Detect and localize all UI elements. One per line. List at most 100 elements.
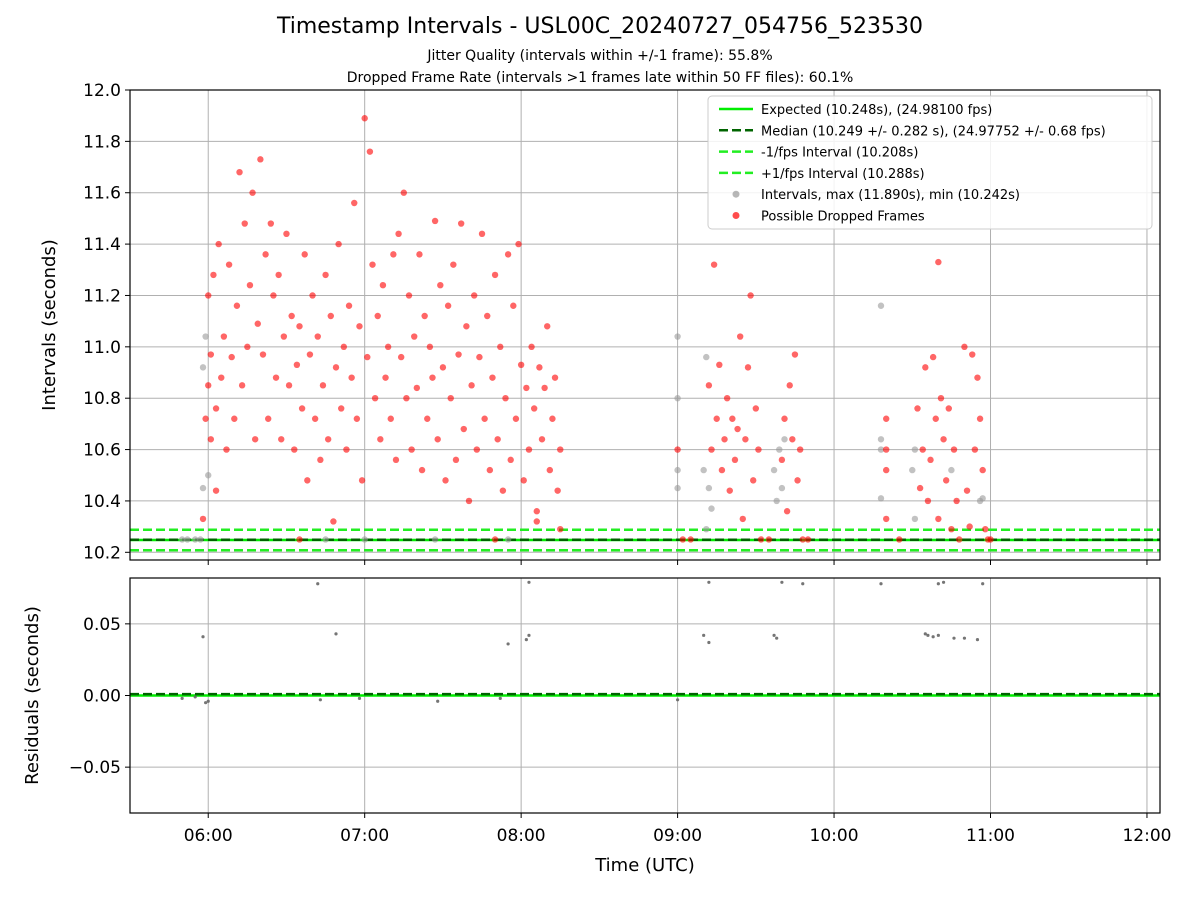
dropped-frame-point — [379, 281, 387, 289]
dropped-frame-point — [460, 425, 467, 433]
dropped-frame-point — [327, 312, 334, 320]
dropped-frame-point — [400, 189, 407, 196]
dropped-frame-point — [429, 374, 436, 381]
residual-point — [926, 633, 930, 637]
dropped-frame-point — [538, 436, 546, 443]
dropped-frame-point — [515, 240, 522, 248]
dropped-frame-point — [220, 333, 228, 340]
dropped-frame-point — [439, 364, 447, 371]
dropped-frame-point — [476, 353, 483, 361]
dropped-frame-point — [883, 515, 890, 523]
residual-point — [527, 633, 531, 637]
dropped-frame-point — [491, 271, 499, 279]
dropped-frame-point — [330, 518, 337, 525]
dropped-frame-point — [218, 374, 225, 381]
x-tick-label: 11:00 — [966, 826, 1015, 846]
x-tick-label: 10:00 — [810, 826, 859, 846]
interval-point — [504, 536, 512, 543]
dropped-frame-point — [942, 477, 950, 484]
dropped-frame-point — [979, 466, 986, 474]
y-tick-label: 10.4 — [83, 492, 121, 512]
dropped-frame-point — [982, 525, 989, 533]
dropped-frame-point — [384, 343, 392, 351]
dropped-frame-point — [536, 364, 543, 371]
dropped-frame-point — [710, 261, 718, 268]
dropped-frame-point — [343, 446, 350, 453]
dropped-frame-point — [364, 353, 371, 361]
dropped-frame-point — [963, 487, 971, 494]
dropped-frame-point — [940, 436, 947, 443]
legend-label: Possible Dropped Frames — [761, 210, 925, 225]
dropped-frame-point — [431, 217, 439, 225]
residual-point — [316, 582, 320, 586]
interval-point — [184, 536, 191, 543]
y-tick-label: 11.6 — [83, 184, 121, 204]
y-tick-label: −0.05 — [69, 758, 121, 778]
dropped-frame-point — [755, 446, 762, 453]
dropped-frame-point — [742, 436, 749, 443]
legend-label: Median (10.249 +/- 0.282 s), (24.97752 +… — [761, 124, 1106, 139]
dropped-frame-point — [510, 302, 517, 309]
dropped-frame-point — [679, 536, 687, 543]
chart-title: Timestamp Intervals - USL00C_20240727_05… — [276, 14, 924, 39]
residual-point — [204, 701, 208, 705]
dropped-frame-point — [549, 415, 556, 422]
dropped-frame-point — [317, 456, 324, 464]
dropped-frame-point — [896, 536, 903, 543]
dropped-frame-point — [207, 436, 215, 443]
dropped-frame-point — [551, 374, 559, 381]
residual-point — [923, 632, 927, 636]
dropped-frame-point — [502, 394, 509, 402]
dropped-frame-point — [961, 343, 968, 351]
dropped-frame-point — [421, 312, 428, 320]
dropped-frame-point — [494, 436, 501, 443]
dropped-frame-point — [557, 446, 564, 453]
interval-point — [705, 484, 713, 492]
dropped-frame-point — [463, 323, 470, 330]
interval-point — [877, 446, 885, 453]
legend-label: Expected (10.248s), (24.98100 fps) — [761, 103, 992, 118]
dropped-frame-point — [288, 312, 295, 320]
bottom-plot-area — [130, 580, 1160, 705]
dropped-frame-point — [546, 466, 554, 474]
interval-point — [770, 466, 778, 474]
dropped-frame-point — [212, 487, 220, 494]
dropped-frame-point — [726, 487, 733, 494]
dropped-frame-point — [533, 508, 540, 515]
dropped-frame-point — [374, 312, 381, 320]
dropped-frame-point — [202, 415, 209, 422]
dropped-frame-point — [233, 302, 241, 309]
dropped-frame-point — [520, 477, 527, 484]
dropped-frame-point — [953, 497, 960, 505]
dropped-frame-point — [236, 168, 243, 176]
interval-point — [773, 497, 780, 505]
interval-point — [199, 484, 207, 492]
dropped-frame-point — [199, 515, 207, 523]
dropped-frame-point — [937, 394, 945, 402]
dropped-frame-point — [225, 261, 233, 268]
dropped-frame-point — [974, 374, 981, 381]
dropped-frame-point — [491, 536, 499, 543]
dropped-frame-point — [747, 292, 754, 299]
dropped-frame-point — [444, 302, 452, 309]
dropped-frame-point — [270, 292, 277, 299]
dropped-frame-point — [296, 323, 303, 330]
dropped-frame-point — [674, 446, 681, 453]
x-tick-label: 09:00 — [653, 826, 702, 846]
interval-point — [979, 495, 986, 502]
interval-point — [781, 436, 788, 443]
dropped-frame-point — [304, 477, 311, 484]
residual-point — [201, 635, 205, 639]
residual-point — [962, 636, 967, 640]
dropped-frame-point — [950, 446, 958, 453]
dropped-frame-point — [348, 374, 355, 381]
dropped-frame-point — [241, 220, 248, 227]
dropped-frame-point — [744, 364, 752, 371]
y-tick-label: 0.00 — [83, 687, 121, 707]
dropped-frame-point — [210, 271, 217, 279]
dropped-frame-point — [783, 508, 791, 515]
dropped-frame-point — [752, 405, 760, 412]
interval-point — [322, 536, 329, 543]
y-tick-label: 12.0 — [83, 81, 121, 101]
interval-point — [205, 472, 212, 479]
